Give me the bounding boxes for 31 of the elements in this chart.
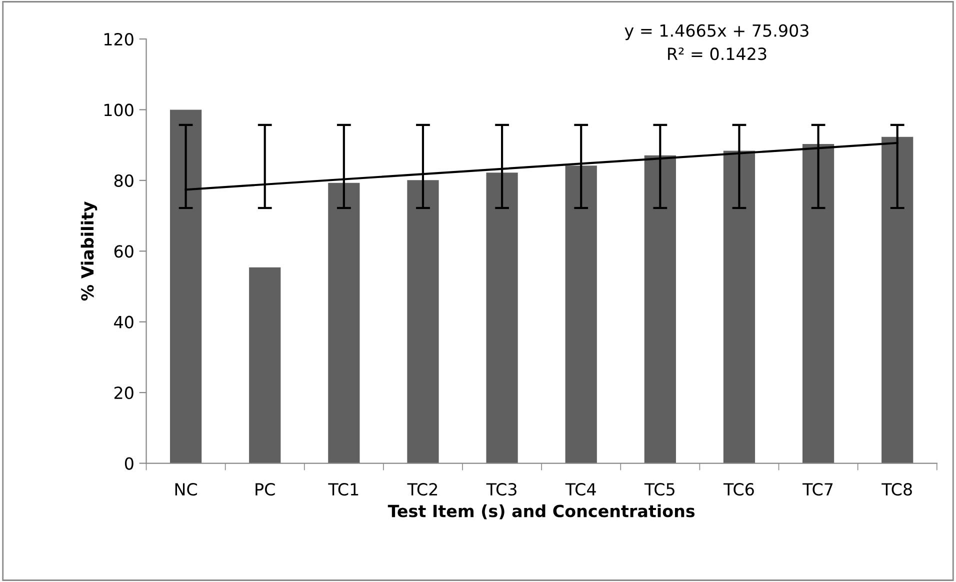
bar bbox=[486, 172, 518, 464]
y-tick-label: 0 bbox=[124, 457, 134, 470]
x-tick-label: TC7 bbox=[802, 483, 833, 496]
y-tick-label: 120 bbox=[104, 32, 134, 46]
annotation: y = 1.4665x + 75.903 bbox=[624, 24, 808, 40]
x-tick-label: TC5 bbox=[644, 483, 674, 496]
bar bbox=[882, 136, 914, 464]
x-tick-label: TC6 bbox=[723, 483, 754, 496]
bar bbox=[644, 155, 676, 464]
x-axis-title: Test Item (s) and Concentrations bbox=[388, 504, 695, 520]
annotation: R² = 0.1423 bbox=[668, 48, 766, 60]
bar bbox=[170, 110, 202, 464]
y-tick-label: 100 bbox=[104, 104, 134, 116]
y-tick-label: 80 bbox=[114, 174, 134, 187]
y-tick-label: 40 bbox=[114, 316, 134, 328]
y-axis-title: % Viability bbox=[80, 201, 98, 301]
x-tick-label: TC2 bbox=[407, 483, 438, 496]
x-tick-label: PC bbox=[256, 483, 275, 496]
bar bbox=[249, 267, 281, 464]
x-tick-label: NC bbox=[175, 483, 197, 496]
x-tick-label: TC1 bbox=[328, 483, 358, 496]
bar bbox=[565, 166, 597, 464]
x-tick-label: TC8 bbox=[882, 483, 912, 496]
x-tick-label: TC4 bbox=[565, 483, 596, 496]
y-tick-label: 20 bbox=[114, 386, 134, 400]
bar bbox=[328, 182, 360, 464]
bar bbox=[723, 150, 756, 464]
bar bbox=[407, 180, 439, 464]
x-tick-label: TC3 bbox=[486, 483, 516, 496]
y-tick-label: 60 bbox=[114, 245, 134, 258]
bar bbox=[802, 144, 834, 464]
